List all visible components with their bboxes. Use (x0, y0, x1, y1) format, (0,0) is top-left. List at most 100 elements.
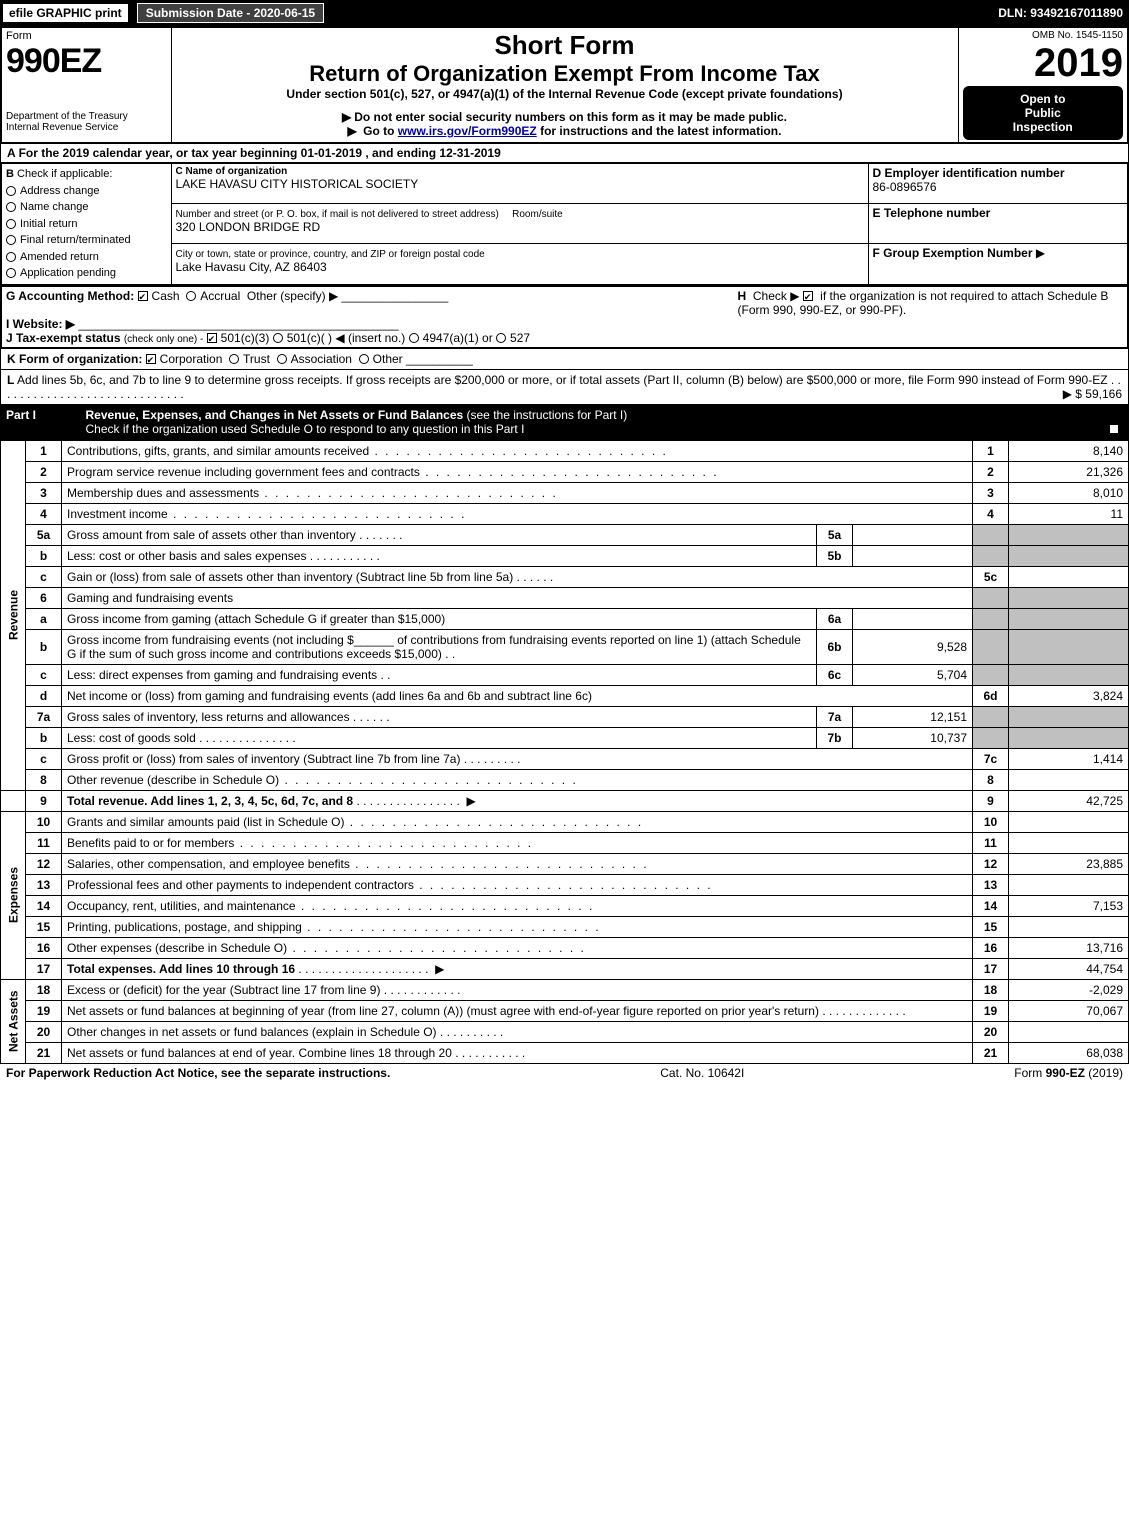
check-cash[interactable] (138, 291, 148, 301)
line-18-text: Excess or (deficit) for the year (Subtra… (67, 983, 380, 997)
form-number: 990EZ (6, 42, 167, 81)
check-527[interactable] (496, 333, 506, 343)
line-2-rn: 2 (973, 461, 1009, 482)
line-6c-num: c (26, 664, 62, 685)
city-label: City or town, state or province, country… (176, 249, 485, 260)
box-f-arrow: ▶ (1036, 246, 1045, 260)
check-application-pending[interactable] (6, 268, 16, 278)
opt-4947: 4947(a)(1) or (423, 331, 493, 345)
check-4947[interactable] (409, 333, 419, 343)
form-header: Form 990EZ Department of the Treasury In… (0, 26, 1129, 144)
line-21-num: 21 (26, 1042, 62, 1063)
opt-501c3: 501(c)(3) (221, 331, 270, 345)
part-i-cell: Revenue, Expenses, and Changes in Net As… (81, 405, 1128, 439)
check-association[interactable] (277, 354, 287, 364)
line-g-label: G Accounting Method: (6, 289, 134, 303)
check-accrual[interactable] (186, 291, 196, 301)
line-l-label: L (7, 373, 14, 387)
check-501c[interactable] (273, 333, 283, 343)
line-7b-sn: 7b (817, 727, 853, 748)
line-6c-sn: 6c (817, 664, 853, 685)
line-5a-shade (973, 524, 1009, 545)
line-5c-rn: 5c (973, 566, 1009, 587)
opt-address-change: Address change (20, 185, 100, 197)
line-3-val: 8,010 (1009, 482, 1129, 503)
line-9-rn: 9 (973, 790, 1009, 811)
line-13-num: 13 (26, 874, 62, 895)
footer-mid: Cat. No. 10642I (660, 1066, 744, 1080)
box-c-street: Number and street (or P. O. box, if mail… (171, 204, 868, 244)
line-4-rn: 4 (973, 503, 1009, 524)
line-5b-sv (853, 545, 973, 566)
line-7b-sv: 10,737 (853, 727, 973, 748)
line-6c-sv: 5,704 (853, 664, 973, 685)
line-7a-shade (973, 706, 1009, 727)
line-1-num: 1 (26, 440, 62, 461)
box-e-label: E Telephone number (873, 206, 991, 220)
line-7c-num: c (26, 748, 62, 769)
line-15-num: 15 (26, 916, 62, 937)
line-21-rn: 21 (973, 1042, 1009, 1063)
page-footer: For Paperwork Reduction Act Notice, see … (0, 1064, 1129, 1082)
line-5b-sn: 5b (817, 545, 853, 566)
ein-value: 86-0896576 (873, 180, 937, 194)
opt-corporation: Corporation (160, 352, 223, 366)
line-6-text: Gaming and fundraising events (62, 587, 973, 608)
check-address-change[interactable] (6, 186, 16, 196)
line-k-label: K Form of organization: (7, 352, 142, 366)
line-l-text: Add lines 5b, 6c, and 7b to line 9 to de… (17, 373, 1108, 387)
opt-501c: 501(c)( ) (287, 331, 332, 345)
check-schedule-o[interactable] (1109, 424, 1119, 434)
check-trust[interactable] (229, 354, 239, 364)
opt-name-change: Name change (20, 201, 89, 213)
efile-print-button[interactable]: efile GRAPHIC print (2, 3, 129, 23)
goto-post: for instructions and the latest informat… (540, 124, 781, 138)
check-name-change[interactable] (6, 202, 16, 212)
line-8-val (1009, 769, 1129, 790)
line-5b-num: b (26, 545, 62, 566)
line-7c-rn: 7c (973, 748, 1009, 769)
part-i-title: Revenue, Expenses, and Changes in Net As… (86, 408, 464, 422)
line-14-text: Occupancy, rent, utilities, and maintena… (67, 899, 296, 913)
opt-association: Association (291, 352, 352, 366)
opt-trust: Trust (243, 352, 270, 366)
opt-527: 527 (510, 331, 530, 345)
irs-link[interactable]: www.irs.gov/Form990EZ (398, 124, 537, 138)
line-5c-num: c (26, 566, 62, 587)
line-13-rn: 13 (973, 874, 1009, 895)
line-14-val: 7,153 (1009, 895, 1129, 916)
check-initial-return[interactable] (6, 219, 16, 229)
line-6b-num: b (26, 629, 62, 664)
box-c-name: C Name of organization LAKE HAVASU CITY … (171, 164, 868, 204)
line-6b-sn: 6b (817, 629, 853, 664)
open-line1: Open to (967, 92, 1120, 106)
submission-date-button[interactable]: Submission Date - 2020-06-15 (137, 3, 324, 23)
line-14-rn: 14 (973, 895, 1009, 916)
line-14-num: 14 (26, 895, 62, 916)
box-b: B Check if applicable: Address change Na… (1, 164, 171, 285)
street-label: Number and street (or P. O. box, if mail… (176, 209, 499, 220)
check-schedule-b[interactable] (803, 291, 813, 301)
check-501c3[interactable] (207, 333, 217, 343)
line-11-text: Benefits paid to or for members (67, 836, 234, 850)
line-5c-val (1009, 566, 1129, 587)
check-amended-return[interactable] (6, 252, 16, 262)
line-9-val: 42,725 (1009, 790, 1129, 811)
line-17-val: 44,754 (1009, 958, 1129, 979)
check-final-return[interactable] (6, 235, 16, 245)
line-i-label: I Website: ▶ (6, 317, 75, 331)
check-corporation[interactable] (146, 354, 156, 364)
line-7a-sv: 12,151 (853, 706, 973, 727)
line-a-text: For the 2019 calendar year, or tax year … (19, 146, 501, 160)
line-6a-shade2 (1009, 608, 1129, 629)
check-other-org[interactable] (359, 354, 369, 364)
opt-other-specify: Other (specify) ▶ (247, 289, 338, 303)
line-16-text: Other expenses (describe in Schedule O) (67, 941, 287, 955)
line-17-rn: 17 (973, 958, 1009, 979)
footer-left: For Paperwork Reduction Act Notice, see … (6, 1066, 390, 1080)
line-18-num: 18 (26, 979, 62, 1000)
line-20-val (1009, 1021, 1129, 1042)
line-3-rn: 3 (973, 482, 1009, 503)
line-10-rn: 10 (973, 811, 1009, 832)
line-2-text: Program service revenue including govern… (67, 465, 420, 479)
